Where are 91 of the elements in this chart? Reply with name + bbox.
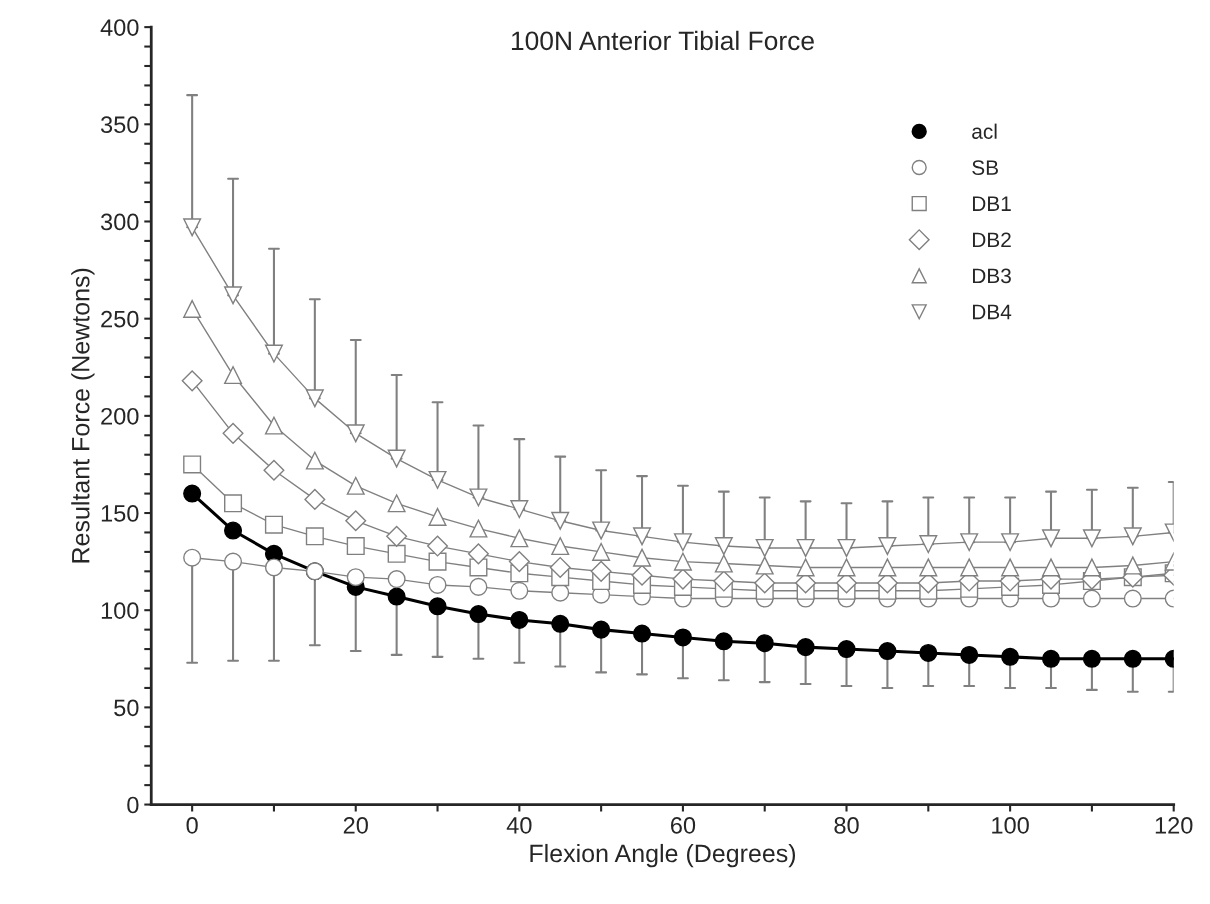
- point: [1041, 649, 1061, 668]
- point: [631, 564, 653, 586]
- point: [264, 344, 283, 363]
- y-tick-label: 200: [101, 407, 139, 425]
- point: [714, 632, 733, 651]
- point: [469, 605, 488, 624]
- point: [1041, 558, 1061, 577]
- point: [264, 558, 283, 577]
- point: [1123, 556, 1142, 575]
- point: [1001, 558, 1020, 577]
- point: [346, 568, 365, 587]
- point: [1123, 589, 1142, 608]
- point: [183, 455, 202, 474]
- point: [387, 449, 406, 468]
- point: [264, 515, 283, 534]
- y-tick-label: 350: [100, 116, 139, 134]
- legend-label: DB1: [972, 196, 1011, 211]
- point: [1001, 647, 1020, 666]
- point: [549, 556, 571, 578]
- point: [919, 643, 938, 662]
- legend-label: DB3: [972, 268, 1011, 284]
- point: [754, 572, 776, 594]
- point: [183, 218, 202, 237]
- y-tick-label: 300: [100, 213, 139, 231]
- point: [183, 484, 202, 503]
- point: [551, 511, 570, 530]
- point: [1123, 649, 1142, 668]
- point: [427, 535, 449, 557]
- point: [346, 537, 365, 556]
- y-tick-label: 400: [100, 19, 139, 36]
- point: [304, 488, 326, 510]
- point: [960, 645, 979, 664]
- x-tick-label: 100: [992, 816, 1029, 834]
- point: [222, 422, 244, 444]
- point: [1082, 589, 1101, 608]
- x-tick-label: 60: [670, 816, 696, 834]
- point: [960, 558, 979, 577]
- point: [428, 597, 447, 616]
- y-tick-label: 250: [101, 310, 139, 328]
- point: [592, 521, 611, 540]
- point: [673, 628, 692, 647]
- point: [469, 488, 488, 507]
- legend-label: SB: [972, 160, 998, 175]
- point: [508, 551, 530, 573]
- y-tick-label: 150: [101, 505, 139, 522]
- point: [305, 527, 324, 546]
- point: [632, 624, 652, 643]
- point: [510, 610, 529, 629]
- point: [345, 510, 367, 532]
- point: [878, 641, 897, 661]
- point: [181, 370, 203, 392]
- point: [672, 568, 694, 590]
- point: [305, 389, 324, 408]
- x-tick-label: 0: [186, 816, 198, 834]
- point: [1082, 558, 1101, 577]
- y-axis-title: Resultant Force (Newtons): [71, 268, 95, 563]
- point: [263, 459, 285, 481]
- chart-title: 100N Anterior Tibial Force: [511, 30, 814, 51]
- point: [387, 544, 406, 563]
- point: [551, 614, 570, 633]
- point: [592, 620, 611, 639]
- x-tick-label: 120: [1155, 816, 1193, 834]
- point: [960, 533, 979, 552]
- point: [386, 525, 408, 547]
- y-tick-label: 0: [127, 796, 139, 814]
- point: [1123, 527, 1142, 546]
- x-tick-label: 80: [834, 816, 859, 834]
- point: [224, 521, 243, 540]
- y-tick-label: 50: [114, 699, 139, 717]
- point: [183, 548, 202, 567]
- point: [224, 494, 243, 513]
- y-tick-label: 100: [101, 602, 139, 619]
- x-axis-title: Flexion Angle (Degrees): [530, 843, 796, 868]
- point: [428, 552, 447, 571]
- point: [224, 286, 243, 305]
- legend-label: acl: [972, 123, 997, 139]
- legend-label: DB2: [972, 232, 1011, 247]
- point: [1082, 529, 1101, 548]
- point: [224, 552, 243, 571]
- point: [590, 560, 612, 582]
- point: [713, 570, 735, 592]
- point: [467, 543, 489, 565]
- point: [1082, 649, 1101, 668]
- x-tick-label: 20: [343, 816, 368, 834]
- point: [755, 634, 774, 653]
- point: [837, 640, 856, 659]
- x-tick-label: 40: [506, 816, 532, 834]
- point: [796, 638, 815, 657]
- point: [346, 424, 365, 443]
- point: [387, 587, 406, 606]
- legend-label: DB4: [972, 304, 1012, 320]
